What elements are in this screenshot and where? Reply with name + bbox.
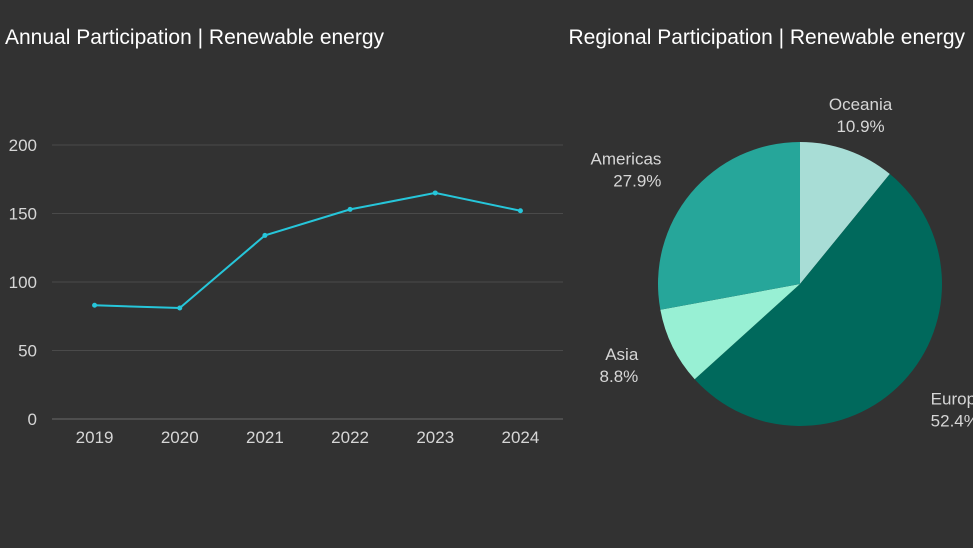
y-tick-label: 50 bbox=[18, 342, 37, 361]
pie-label-asia: Asia bbox=[605, 345, 639, 364]
data-point bbox=[177, 305, 183, 311]
data-point bbox=[92, 302, 98, 308]
x-tick-label: 2023 bbox=[416, 428, 454, 447]
data-point bbox=[262, 232, 268, 238]
line-chart-x-ticks: 2019 2020 2021 2022 2023 2024 bbox=[76, 428, 540, 447]
pie-label-europe: Europe bbox=[931, 389, 973, 408]
pie-chart: Oceania 10.9% Europe 52.4% Asia 8.8% Americas 2… bbox=[591, 95, 973, 430]
x-tick-label: 2021 bbox=[246, 428, 284, 447]
pie-label-americas: Americas bbox=[591, 150, 662, 169]
x-tick-label: 2024 bbox=[502, 428, 540, 447]
pie-label-oceania: Oceania bbox=[829, 95, 893, 114]
x-tick-label: 2019 bbox=[76, 428, 114, 447]
y-tick-label: 100 bbox=[9, 273, 37, 292]
y-tick-label: 0 bbox=[28, 410, 37, 429]
pie-slice-asia bbox=[660, 284, 800, 380]
line-chart-grid bbox=[52, 144, 563, 420]
pie-pct-americas: 27.9% bbox=[613, 172, 661, 191]
pie-pct-oceania: 10.9% bbox=[836, 117, 884, 136]
pie-pct-europe: 52.4% bbox=[931, 411, 973, 430]
y-tick-label: 150 bbox=[9, 205, 37, 224]
pie-slice-americas bbox=[657, 142, 800, 310]
y-tick-label: 200 bbox=[9, 136, 37, 155]
series-line bbox=[94, 191, 521, 310]
line-chart-title: Annual Participation | Renewable energy bbox=[5, 26, 385, 49]
data-point bbox=[517, 208, 523, 214]
line-chart-y-ticks: 0 50 100 150 200 bbox=[9, 136, 37, 429]
line-chart-series bbox=[92, 190, 523, 311]
pie-chart-title: Regional Participation | Renewable energ… bbox=[568, 26, 965, 49]
data-point bbox=[347, 206, 353, 212]
pie-slice-europe bbox=[694, 174, 942, 426]
data-point bbox=[432, 190, 438, 196]
pie-pct-asia: 8.8% bbox=[600, 367, 639, 386]
pie-slice-oceania bbox=[800, 142, 890, 284]
x-tick-label: 2020 bbox=[161, 428, 199, 447]
x-tick-label: 2022 bbox=[331, 428, 369, 447]
